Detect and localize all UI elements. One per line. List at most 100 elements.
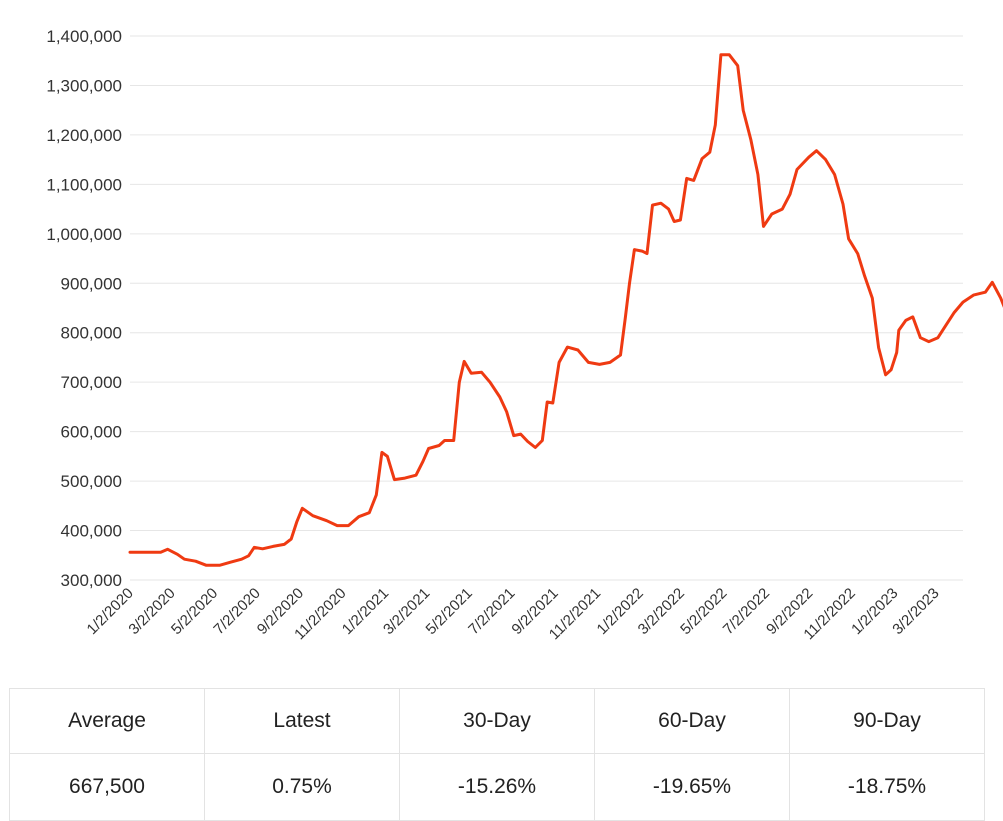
data-point <box>962 301 964 303</box>
header-90-day: 90-Day <box>789 688 985 754</box>
data-point <box>480 371 483 374</box>
data-point <box>709 151 711 153</box>
x-axis-tick-labels: 1/2/20203/2/20205/2/20207/2/20209/2/2020… <box>84 585 943 643</box>
data-point <box>558 361 560 364</box>
y-tick-label: 900,000 <box>61 274 122 293</box>
data-point <box>660 202 662 204</box>
data-point <box>890 369 892 371</box>
summary-value-row: 667,500 0.75% -15.26% -19.65% -18.75% <box>9 753 985 821</box>
data-point <box>815 149 818 152</box>
data-point <box>272 545 274 548</box>
data-point <box>673 220 675 223</box>
data-point <box>685 177 688 180</box>
data-point <box>679 219 682 221</box>
data-point <box>984 291 987 294</box>
data-point <box>541 439 544 442</box>
value-30-day: -15.26% <box>399 753 595 821</box>
x-tick-label: 7/2/2020 <box>210 585 263 638</box>
y-axis-tick-labels: 300,000 400,000 500,000 600,000 700,000 800,0… <box>46 27 122 590</box>
data-point <box>404 477 406 479</box>
data-point <box>750 139 752 141</box>
summary-header-row: Average Latest 30-Day 60-Day 90-Day <box>9 688 985 754</box>
data-point <box>183 558 186 560</box>
y-tick-label: 400,000 <box>61 522 122 541</box>
data-point <box>667 208 670 210</box>
data-point <box>628 282 631 285</box>
grid-lines <box>130 35 963 581</box>
y-tick-label: 700,000 <box>61 373 122 392</box>
data-point <box>552 402 554 404</box>
data-point <box>598 363 601 366</box>
data-point <box>651 204 654 206</box>
data-point <box>505 411 508 413</box>
data-point <box>312 514 314 517</box>
data-point <box>842 203 844 205</box>
data-point <box>646 252 648 255</box>
data-point <box>347 524 350 527</box>
data-point <box>808 156 810 158</box>
data-point <box>512 434 515 437</box>
data-point <box>898 329 900 332</box>
y-tick-label: 500,000 <box>61 472 122 491</box>
value-average: 667,500 <box>9 753 205 821</box>
data-point <box>847 238 850 240</box>
value-latest: 0.75% <box>204 753 400 821</box>
data-point <box>470 372 473 375</box>
y-tick-label: 800,000 <box>61 324 122 343</box>
data-point <box>393 478 396 481</box>
data-point <box>452 439 455 442</box>
data-point <box>633 248 636 251</box>
y-tick-label: 1,400,000 <box>46 27 122 46</box>
data-point <box>427 447 430 450</box>
data-point <box>247 555 250 557</box>
data-point <box>489 381 491 384</box>
series-layer <box>128 53 1003 567</box>
data-point <box>381 451 383 454</box>
data-point <box>526 440 529 443</box>
data-point <box>566 346 569 348</box>
data-point <box>205 564 207 566</box>
data-point <box>368 511 371 514</box>
header-average: Average <box>9 688 205 754</box>
data-point <box>953 312 955 314</box>
data-point <box>714 124 717 126</box>
data-point <box>499 396 501 398</box>
data-point <box>295 521 298 523</box>
data-point <box>166 548 169 551</box>
data-point <box>919 336 922 339</box>
data-point <box>999 297 1002 299</box>
data-point <box>438 444 440 447</box>
data-point <box>375 494 378 496</box>
data-point <box>884 374 887 376</box>
data-point <box>863 275 866 277</box>
data-point <box>624 317 627 319</box>
data-point <box>928 340 930 343</box>
x-tick-label: 7/2/2021 <box>465 585 518 638</box>
data-point <box>219 564 221 566</box>
data-point <box>463 360 466 363</box>
x-tick-label: 7/2/2022 <box>720 585 773 638</box>
data-point <box>422 460 424 463</box>
data-point <box>871 297 874 299</box>
data-point <box>905 319 907 322</box>
data-point <box>587 361 590 364</box>
data-point <box>325 519 328 522</box>
data-point <box>240 558 243 560</box>
summary-table: Average Latest 30-Day 60-Day 90-Day 667,… <box>9 688 985 821</box>
value-90-day: -18.75% <box>789 753 985 821</box>
data-point <box>546 401 548 403</box>
data-point <box>261 548 264 550</box>
data-point <box>290 538 293 540</box>
data-point <box>895 351 898 354</box>
data-point <box>736 64 739 67</box>
data-point <box>519 433 522 435</box>
data-point <box>458 381 461 384</box>
data-point <box>771 213 773 215</box>
data-point <box>619 354 622 356</box>
data-point <box>728 54 731 56</box>
data-point <box>781 208 784 210</box>
data-point <box>701 157 703 160</box>
data-point <box>129 551 131 554</box>
data-point <box>194 560 197 562</box>
data-point <box>720 54 722 56</box>
